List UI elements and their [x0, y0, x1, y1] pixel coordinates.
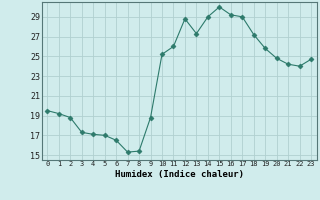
- X-axis label: Humidex (Indice chaleur): Humidex (Indice chaleur): [115, 170, 244, 179]
